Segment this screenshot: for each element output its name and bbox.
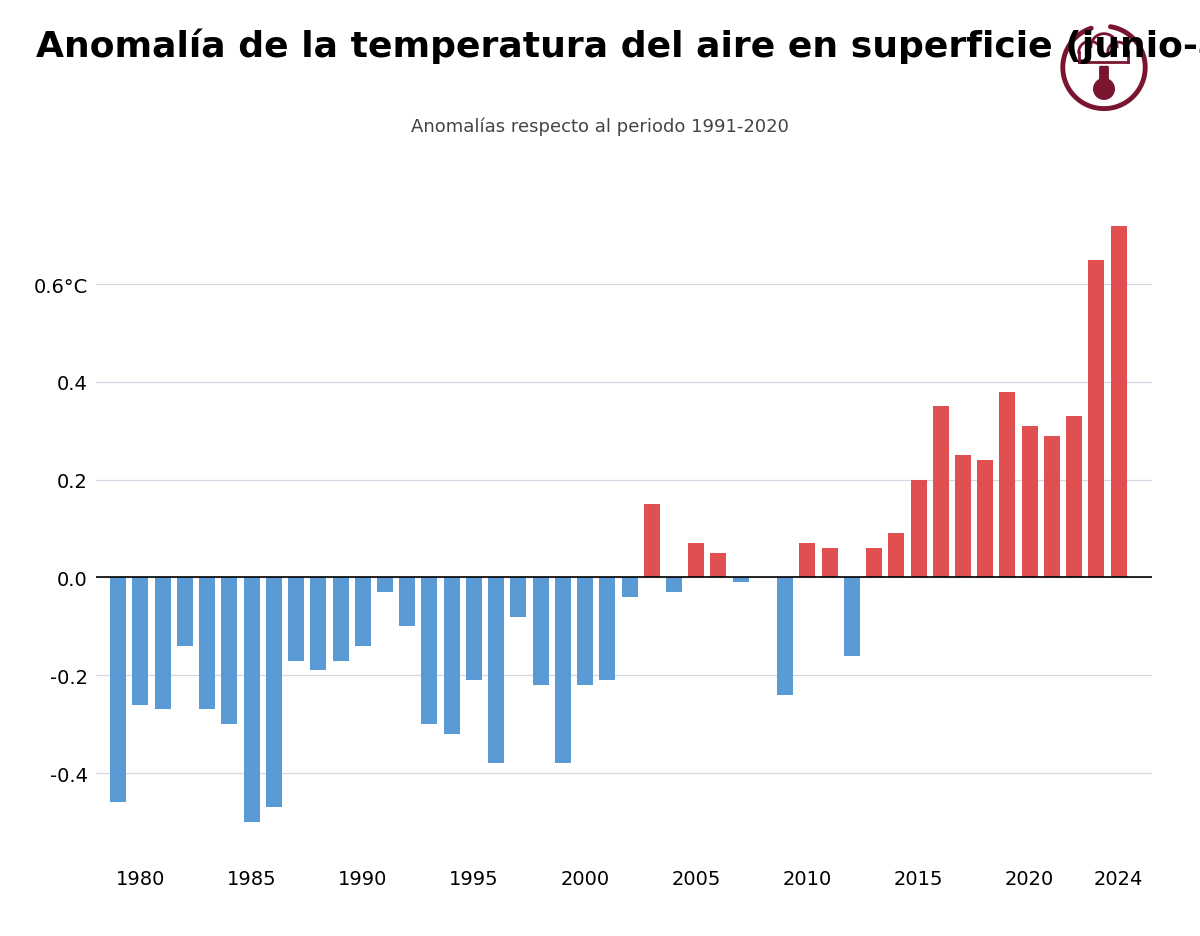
Bar [1066,417,1082,578]
Bar [822,548,838,578]
Bar [554,578,571,764]
Bar [176,578,193,646]
Bar [488,578,504,764]
Bar [311,578,326,671]
Bar [199,578,215,709]
Bar [1000,392,1015,578]
FancyBboxPatch shape [1099,67,1109,91]
Bar [599,578,616,680]
Bar [244,578,259,822]
Bar [932,407,949,578]
Bar [332,578,348,661]
Bar [110,578,126,802]
Bar [1088,260,1104,578]
Circle shape [1093,80,1115,100]
Bar [622,578,637,597]
Bar [955,456,971,578]
Bar [733,578,749,583]
Bar [799,544,816,578]
Bar [866,548,882,578]
Bar [643,505,660,578]
Bar [444,578,460,734]
Bar [221,578,238,724]
Bar [577,578,593,685]
Bar [288,578,304,661]
Bar [132,578,149,705]
Text: Anomalía de la temperatura del aire en superficie (junio-agosto): Anomalía de la temperatura del aire en s… [36,28,1200,64]
Bar [355,578,371,646]
Text: Anomalías respecto al periodo 1991-2020: Anomalías respecto al periodo 1991-2020 [412,117,788,136]
Bar [377,578,394,592]
Bar [689,544,704,578]
Bar [1044,436,1060,578]
Bar [1021,427,1038,578]
Bar [844,578,860,656]
Bar [977,461,994,578]
Bar [1111,227,1127,578]
Bar [155,578,170,709]
Bar [533,578,548,685]
Bar [778,578,793,695]
Bar [666,578,682,592]
Bar [911,480,926,578]
Bar [510,578,527,617]
Bar [400,578,415,627]
Bar [710,553,726,578]
Bar [888,534,905,578]
Bar [466,578,482,680]
Bar [266,578,282,808]
Bar [421,578,438,724]
